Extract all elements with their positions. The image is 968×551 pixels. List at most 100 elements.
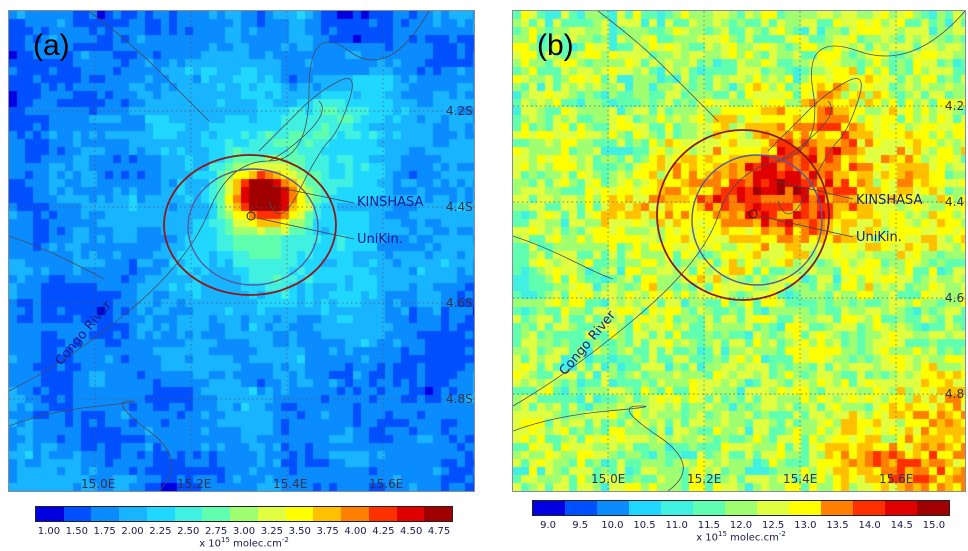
lat-tick-b-3: 4.8S	[945, 387, 965, 401]
colorbar-swatch	[174, 507, 203, 521]
map-panel-b: KINSHASA UniKin. Congo River 15.0E 15.2E…	[512, 10, 966, 492]
colorbar-tick-label: 12.0	[729, 520, 753, 531]
grid-lines-a	[9, 11, 474, 491]
colorbar-tick-label: 9.0	[540, 520, 557, 531]
site-pointer-b	[758, 215, 854, 238]
site-marker-a	[246, 211, 256, 221]
colorbar-a: 1.00 1.50 1.75 2.00 2.25 2.50 2.75 3.00 3.25 3.50…	[35, 506, 453, 551]
colorbar-unit-b: x 1015 molec.cm-2	[532, 530, 950, 543]
colorbar-tick-label: 10.0	[601, 520, 624, 531]
lon-tick-a-2: 15.4E	[273, 477, 307, 491]
lat-tick-a-0: 4.2S	[446, 104, 473, 118]
colorbar-tick-label: 14.5	[890, 520, 913, 531]
lon-tick-b-2: 15.4E	[783, 472, 817, 486]
colorbar-swatch	[313, 507, 342, 521]
colorbar-swatch	[693, 501, 725, 515]
lat-tick-a-1: 4.4S	[446, 200, 473, 214]
colorbar-tick-label: 1.00	[37, 526, 61, 537]
colorbar-swatch	[757, 501, 789, 515]
lat-tick-b-1: 4.4S	[945, 195, 965, 209]
colorbar-tick-label: 4.00	[344, 526, 367, 537]
colorbar-swatch	[36, 507, 64, 521]
colorbar-swatch	[661, 501, 693, 515]
map-overlay-a: KINSHASA UniKin. Congo River 15.0E 15.2E…	[9, 11, 474, 491]
colorbar-swatch	[533, 501, 565, 515]
panel-label-b: (b)	[537, 29, 574, 62]
colorbar-swatch	[597, 501, 629, 515]
site-label-b: UniKin.	[856, 230, 902, 245]
colorbar-tick-label: 4.50	[400, 526, 423, 537]
unit-suffix-a: molec.cm	[229, 538, 282, 550]
heatmap-a	[9, 11, 474, 491]
lon-tick-b-0: 15.0E	[591, 472, 625, 486]
site-label-a: UniKin.	[357, 232, 403, 247]
lon-tick-b-3: 15.6E	[879, 472, 913, 486]
colorbar-swatch	[63, 507, 92, 521]
colorbar-tick-label: 15.0	[922, 520, 946, 531]
colorbar-tick-label: 12.5	[762, 520, 785, 531]
map-panel-a: KINSHASA UniKin. Congo River 15.0E 15.2E…	[8, 10, 475, 492]
colorbar-swatch	[917, 501, 949, 515]
colorbar-tick-label: 2.00	[121, 526, 144, 537]
colorbar-tick-label: 4.25	[372, 526, 395, 537]
colorbar-tick-label: 13.0	[794, 520, 817, 531]
colorbar-swatch	[230, 507, 258, 521]
colorbar-swatch	[629, 501, 661, 515]
colorbar-swatches-a	[35, 506, 453, 522]
lon-tick-b-1: 15.2E	[687, 472, 721, 486]
colorbar-swatch	[853, 501, 885, 515]
boundary-lines-a	[9, 11, 430, 491]
heatmap-b	[513, 11, 965, 491]
colorbar-tick-label: 11.0	[665, 520, 688, 531]
colorbar-tick-label: 9.5	[572, 520, 589, 531]
lon-tick-a-0: 15.0E	[81, 477, 115, 491]
colorbar-tick-label: 11.5	[697, 520, 720, 531]
lon-tick-a-3: 15.6E	[369, 477, 403, 491]
lat-tick-b-0: 4.2S	[945, 99, 965, 113]
colorbar-swatch	[119, 507, 147, 521]
boundary-lines-b	[513, 11, 965, 491]
unit-exp2-b: -2	[778, 530, 786, 538]
colorbar-tick-label: 3.00	[232, 526, 256, 537]
city-pointer-a	[270, 185, 355, 204]
lat-tick-a-2: 4.6S	[446, 296, 473, 310]
colorbar-swatches-b	[532, 500, 950, 516]
colorbar-unit-a: x 1015 molec.cm-2	[35, 536, 453, 549]
outer-circle-a	[163, 154, 337, 296]
unit-exp2-a: -2	[281, 536, 289, 544]
lat-tick-b-2: 4.6S	[945, 291, 965, 305]
inner-circle-a	[187, 168, 319, 286]
unit-suffix-b: molec.cm	[726, 532, 779, 544]
grid-lines-b	[513, 11, 965, 491]
unit-prefix-a: x 10	[199, 538, 222, 550]
colorbar-swatch	[91, 507, 120, 521]
site-pointer-a	[256, 217, 355, 240]
city-pointer-b	[774, 180, 854, 200]
city-label-a: KINSHASA	[357, 195, 423, 210]
colorbar-tick-label: 13.5	[826, 520, 849, 531]
colorbar-ticks-b: 9.0 9.5 10.0 10.5 11.0 11.5 12.0 12.5 13.0 13.5 14…	[532, 520, 950, 532]
site-marker-b	[748, 209, 758, 219]
colorbar-tick-label: 10.5	[633, 520, 656, 531]
colorbar-tick-label: 2.50	[177, 526, 200, 537]
city-label-b: KINSHASA	[856, 193, 922, 208]
colorbar-b: 9.0 9.5 10.0 10.5 11.0 11.5 12.0 12.5 13.0 13.5 14…	[532, 500, 950, 545]
colorbar-tick-label: 3.25	[260, 526, 283, 537]
colorbar-swatch	[257, 507, 286, 521]
unit-exp-b: 15	[718, 530, 727, 538]
colorbar-tick-label: 1.50	[65, 526, 88, 537]
lat-tick-a-3: 4.8S	[446, 392, 473, 406]
colorbar-tick-label: 3.75	[316, 526, 339, 537]
lon-tick-a-1: 15.2E	[177, 477, 211, 491]
map-overlay-b: KINSHASA UniKin. Congo River 15.0E 15.2E…	[513, 11, 965, 491]
colorbar-swatch	[789, 501, 821, 515]
colorbar-swatch	[285, 507, 314, 521]
colorbar-swatch	[396, 507, 425, 521]
colorbar-tick-label: 4.75	[427, 526, 451, 537]
colorbar-ticks-a: 1.00 1.50 1.75 2.00 2.25 2.50 2.75 3.00 3.25 3.50…	[35, 526, 453, 538]
colorbar-swatch	[424, 507, 453, 521]
unit-exp-a: 15	[221, 536, 230, 544]
colorbar-swatch	[368, 507, 397, 521]
outer-circle-b	[656, 129, 830, 301]
colorbar-tick-label: 1.75	[93, 526, 116, 537]
